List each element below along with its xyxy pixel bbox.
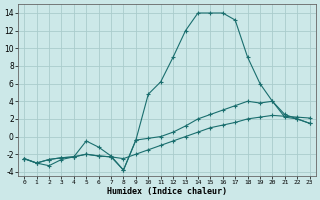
X-axis label: Humidex (Indice chaleur): Humidex (Indice chaleur): [107, 187, 227, 196]
